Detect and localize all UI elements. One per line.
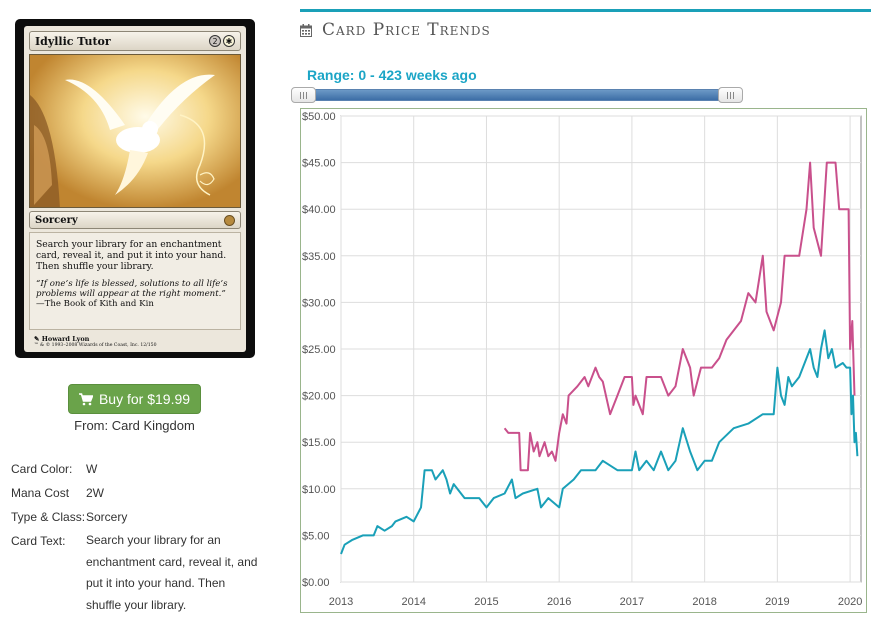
buy-vendor: From: Card Kingdom	[74, 418, 195, 433]
price-chart-svg: $0.00 $5.00 $10.00 $15.00 $20.00 $25.00 $30.00…	[302, 111, 862, 608]
y-tick-label: $10.00	[302, 484, 336, 496]
y-tick-label: $30.00	[302, 297, 336, 309]
y-tick-label: $20.00	[302, 391, 336, 403]
x-tick-label: 2018	[692, 596, 716, 608]
x-tick-label: 2014	[401, 596, 425, 608]
buy-button-label: Buy for $19.99	[98, 391, 191, 407]
y-tick-label: $50.00	[302, 111, 336, 123]
x-tick-label: 2016	[547, 596, 571, 608]
card-footer: ✎ Howard Lyon ™ & © 1993–2008 Wizards of…	[34, 335, 157, 348]
detail-row-mana-cost: Mana Cost 2W	[11, 485, 261, 501]
card-title-bar: Idyllic Tutor 2 ✱	[29, 31, 241, 51]
section-divider	[300, 9, 871, 12]
dove-illustration	[30, 55, 240, 207]
buy-button[interactable]: Buy for $19.99	[68, 384, 201, 414]
detail-row-type: Type & Class: Sorcery	[11, 509, 261, 525]
x-tick-label: 2019	[765, 596, 789, 608]
card-flavor-text: “If one’s life is blessed, solutions to …	[36, 279, 228, 299]
card-art	[29, 54, 241, 208]
price-series-line-1	[340, 329, 859, 555]
card-type-bar: Sorcery	[29, 211, 241, 229]
detail-row-card-text: Card Text: Search your library for an en…	[11, 533, 261, 616]
calendar-icon	[300, 23, 312, 37]
range-slider-start-handle[interactable]	[291, 87, 316, 103]
x-tick-label: 2015	[474, 596, 498, 608]
cart-icon	[78, 392, 93, 405]
detail-label: Card Text:	[11, 534, 66, 548]
mana-cost: 2 ✱	[209, 35, 235, 47]
card-type-line: Sorcery	[35, 214, 78, 226]
y-tick-label: $25.00	[302, 344, 336, 356]
range-slider-track[interactable]	[298, 89, 736, 101]
price-chart: $0.00 $5.00 $10.00 $15.00 $20.00 $25.00 $30.00…	[300, 108, 867, 613]
card-name: Idyllic Tutor	[35, 34, 111, 48]
x-tick-label: 2020	[838, 596, 862, 608]
detail-value: Search your library for an enchantment c…	[86, 533, 258, 612]
y-tick-label: $0.00	[302, 577, 330, 589]
trends-title: Card Price Trends	[322, 20, 491, 40]
y-tick-label: $5.00	[302, 530, 330, 542]
detail-value: Sorcery	[86, 510, 128, 524]
generic-mana-icon: 2	[209, 35, 221, 47]
paintbrush-icon: ✎	[34, 335, 42, 343]
y-tick-label: $45.00	[302, 158, 336, 170]
card-artist-name: Howard Lyon	[41, 335, 90, 343]
card-copyright: ™ & © 1993–2008 Wizards of the Coast, In…	[34, 343, 157, 348]
card-rules-text: Search your library for an enchantment c…	[36, 239, 227, 272]
range-label: Range: 0 - 423 weeks ago	[307, 67, 477, 83]
detail-row-color: Card Color: W	[11, 461, 261, 477]
card-frame: Idyllic Tutor 2 ✱	[24, 26, 246, 352]
x-tick-label: 2017	[620, 596, 644, 608]
card-image: Idyllic Tutor 2 ✱	[15, 19, 255, 358]
white-mana-icon: ✱	[223, 35, 235, 47]
price-series-line-0	[503, 161, 856, 472]
card-details: Card Color: W Mana Cost 2W Type & Class:…	[11, 461, 261, 624]
card-text-box: Search your library for an enchantment c…	[29, 232, 241, 330]
range-slider-end-handle[interactable]	[718, 87, 743, 103]
set-symbol-icon	[224, 214, 235, 226]
card-artist: ✎ Howard Lyon	[34, 335, 157, 343]
trends-header: Card Price Trends	[300, 20, 491, 40]
x-tick-label: 2013	[329, 596, 353, 608]
detail-label: Mana Cost	[11, 486, 70, 500]
detail-label: Type & Class:	[11, 510, 86, 524]
detail-value: W	[86, 462, 98, 476]
y-tick-label: $35.00	[302, 251, 336, 263]
detail-value: 2W	[86, 486, 104, 500]
y-tick-label: $40.00	[302, 204, 336, 216]
detail-label: Card Color:	[11, 462, 73, 476]
card-flavor-source: —The Book of Kith and Kin	[36, 299, 154, 309]
y-tick-label: $15.00	[302, 437, 336, 449]
